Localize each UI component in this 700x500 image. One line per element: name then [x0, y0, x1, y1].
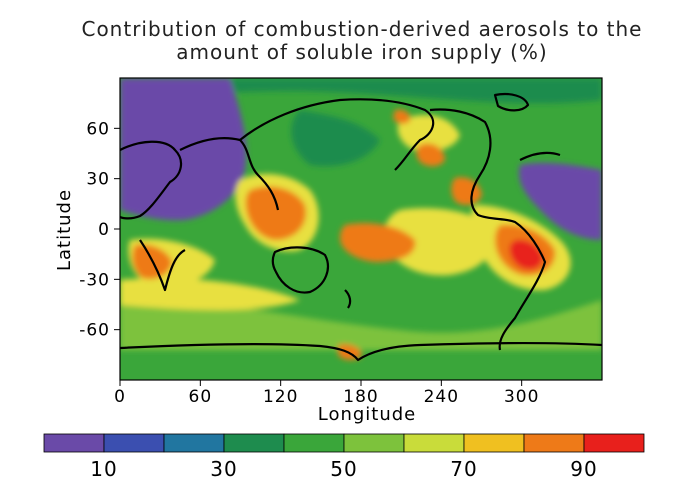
east-asia-orange	[416, 143, 445, 167]
south-america-red	[509, 239, 543, 270]
pacific-yellow	[383, 208, 494, 276]
coast-australia	[271, 246, 329, 294]
aleutian-orange	[393, 109, 411, 124]
coast-antarctica	[120, 342, 602, 362]
antarctic-peninsula-orange	[338, 344, 362, 361]
southern-ocean-band	[120, 299, 602, 350]
y-axis: 60 30 0 -30 -60	[79, 119, 120, 341]
field-layer	[120, 78, 602, 380]
southeast-asia-orange	[245, 186, 306, 240]
colorbar-tick-label: 50	[330, 457, 357, 481]
colorbar-segment	[343, 433, 405, 453]
x-tick-label: 60	[189, 387, 213, 407]
chart-title-line-2: amount of soluble iron supply (%)	[176, 40, 548, 64]
atlantic-purple	[519, 162, 602, 240]
y-axis-title: Latitude	[54, 189, 75, 271]
arctic-band	[120, 78, 602, 104]
y-tick-label: -30	[79, 270, 110, 290]
coast-greenland	[493, 92, 530, 112]
x-axis: 0 60 120 180 240 300	[114, 380, 539, 407]
pacific-orange	[340, 223, 416, 262]
y-tick-label: 30	[86, 170, 110, 190]
x-tick-label: 0	[114, 387, 126, 407]
colorbar-segment	[583, 433, 645, 453]
y-tick-label: 60	[86, 119, 110, 139]
colorbar-segment	[403, 433, 465, 453]
coast-new-zealand	[344, 289, 352, 309]
y-tick-label: -60	[79, 321, 110, 341]
x-tick-label: 180	[343, 387, 378, 407]
colorbar-tick-label: 10	[90, 457, 117, 481]
x-tick-label: 300	[504, 387, 539, 407]
colorbar-segment	[283, 433, 345, 453]
chart-title-line-1: Contribution of combustion-derived aeros…	[81, 17, 643, 41]
x-tick-label: 240	[424, 387, 459, 407]
colorbar-tick-label: 70	[450, 457, 477, 481]
y-tick-label: 0	[98, 220, 110, 240]
x-axis-title: Longitude	[318, 404, 417, 425]
colorbar-segment	[523, 433, 585, 453]
central-asia-dark	[291, 110, 380, 167]
colorbar-segment	[43, 433, 105, 453]
coast-eurasia-africa	[120, 136, 280, 292]
colorbar-labels: 10 30 50 70 90	[90, 457, 597, 481]
coastlines	[120, 92, 602, 362]
coast-americas	[429, 108, 561, 351]
coast-asia	[239, 98, 435, 171]
colorbar-segment	[163, 433, 225, 453]
chart-title: Contribution of combustion-derived aeros…	[0, 18, 700, 64]
colorbar	[43, 433, 645, 453]
x-tick-label: 120	[263, 387, 298, 407]
colorbar-tick-label: 90	[570, 457, 597, 481]
colorbar-tick-label: 30	[210, 457, 237, 481]
colorbar-segment	[463, 433, 525, 453]
colorbar-segment	[223, 433, 285, 453]
colorbar-segment	[103, 433, 165, 453]
